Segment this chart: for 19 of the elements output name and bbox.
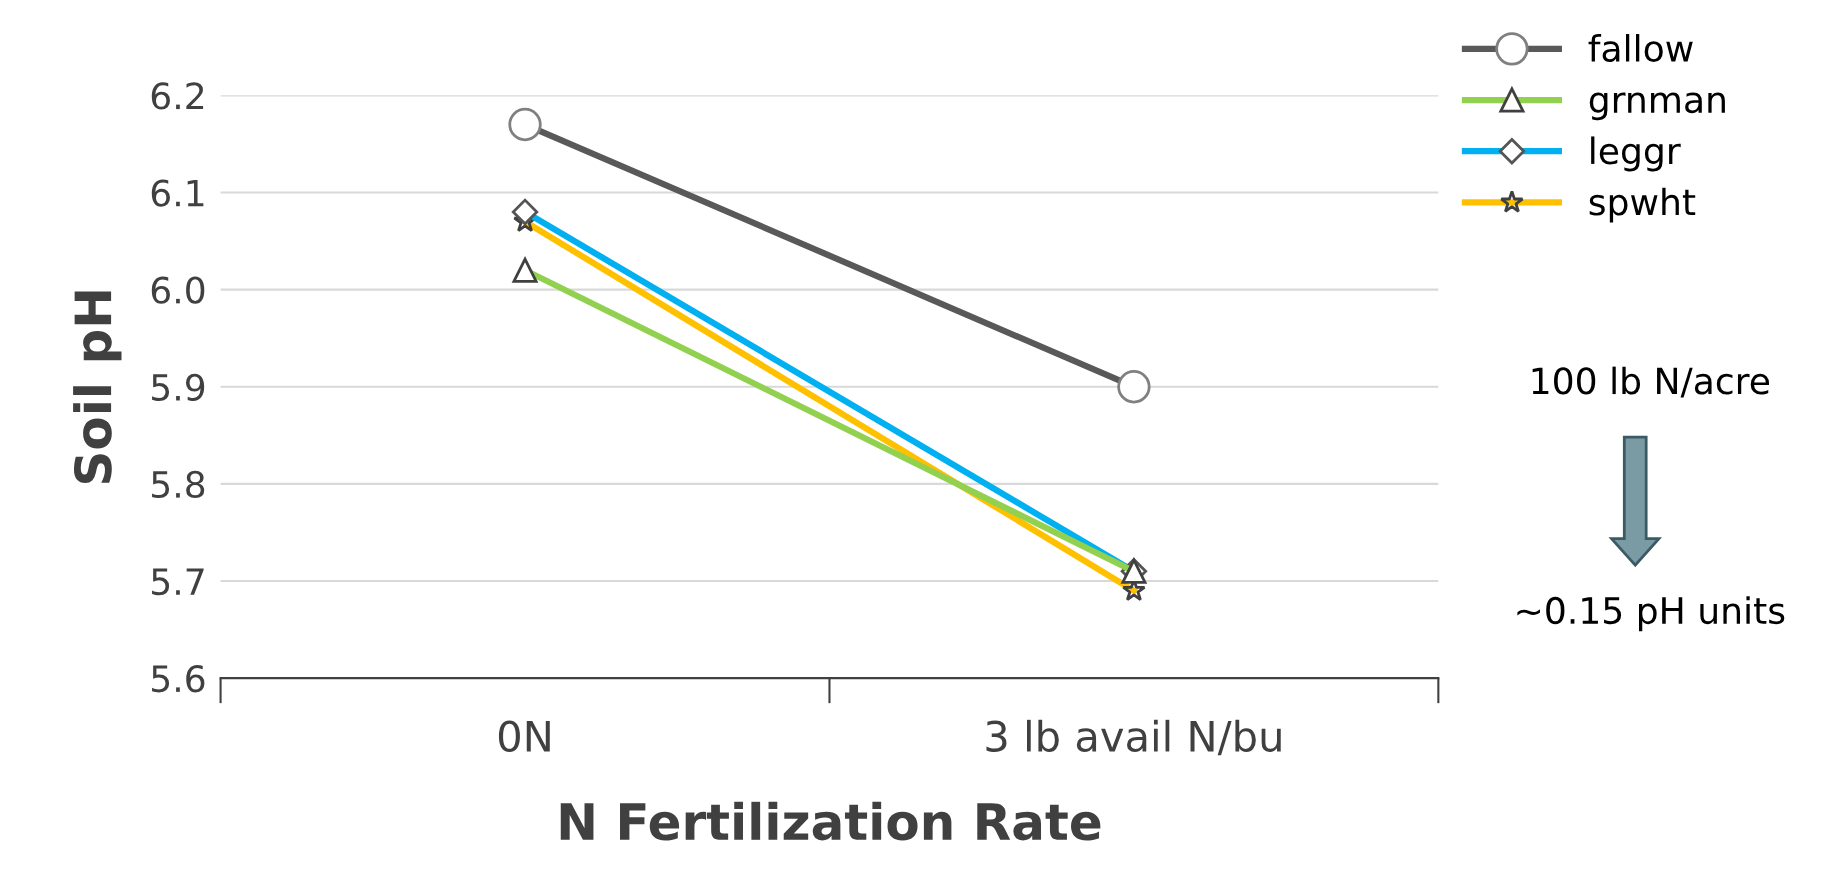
y-tick-label: 5.8 [152,470,205,499]
legend-label: fallow [1588,34,1693,62]
y-tick-label: 6.1 [151,179,204,207]
y-tick-label: 6.2 [151,82,204,110]
legend-label: leggr [1591,136,1681,172]
text: ~0.15 pH units [1517,596,1785,632]
legend-label: spwht [1589,187,1696,223]
x-tick-label: 0N [498,720,550,753]
y-tick-label: 6.0 [151,276,205,304]
text: 100 lb N/acre [1532,366,1770,398]
y-tick-label: 5.7 [152,568,204,596]
y-tick-label: 5.9 [152,373,205,401]
y-axis-title: Soil pH [73,291,122,484]
legend-label: grnman [1589,92,1725,121]
point [1117,370,1151,404]
x-axis-title: N Fertilization Rate [560,801,1101,841]
x-tick-label: 3 lb avail N/bu [986,719,1281,756]
y-tick-label: 5.6 [152,665,205,693]
point [508,107,542,142]
